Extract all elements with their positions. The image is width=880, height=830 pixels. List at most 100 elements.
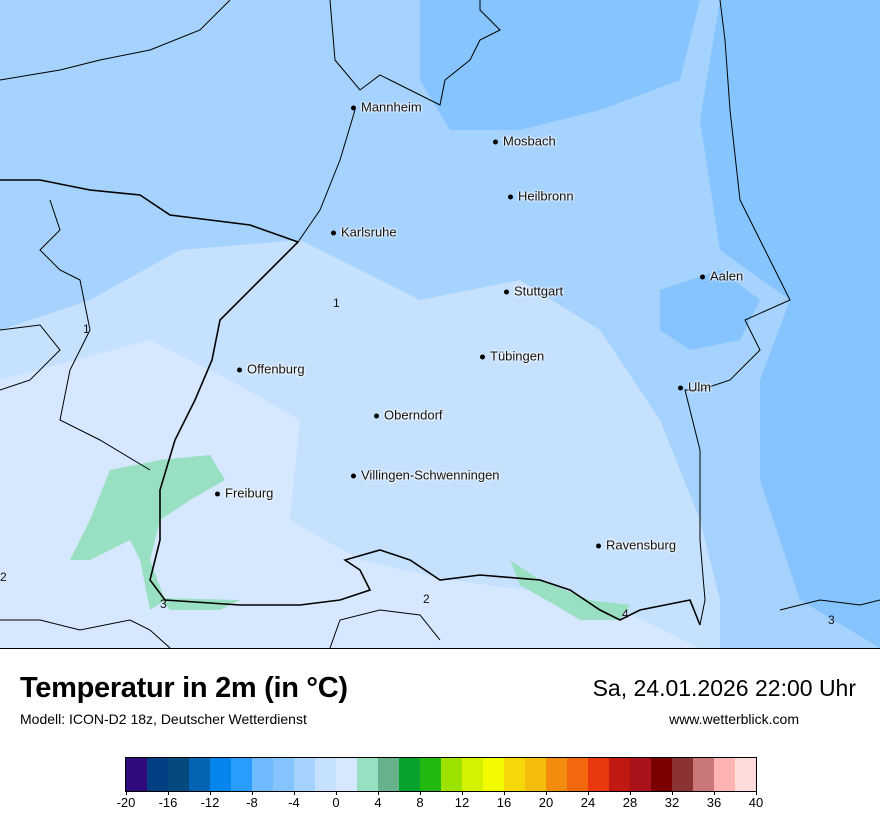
- city-dot-icon: [493, 139, 498, 145]
- city-dot-icon: [480, 354, 485, 360]
- border: [39, 199, 151, 471]
- city-ulm: Ulm: [678, 380, 711, 395]
- green-region-rhine: [70, 455, 225, 610]
- city-mannheim: Mannheim: [351, 100, 422, 115]
- colorbar-tick-mark: [126, 791, 127, 795]
- cold-region-east: [700, 0, 880, 648]
- country-border: [0, 179, 701, 626]
- state-border: [297, 109, 356, 243]
- city-label: Stuttgart: [514, 283, 564, 299]
- map-canvas: [0, 0, 880, 648]
- colorbar-bin: [567, 758, 588, 791]
- colorbar-bin: [525, 758, 546, 791]
- colorbar-bin: [399, 758, 420, 791]
- colorbar-tick-label: -8: [246, 795, 258, 810]
- colorbar-tick-mark: [714, 791, 715, 795]
- city-label: Mannheim: [361, 99, 422, 115]
- city-dot-icon: [678, 385, 683, 391]
- colorbar-tick-mark: [630, 791, 631, 795]
- city-dot-icon: [331, 230, 336, 236]
- city-dot-icon: [351, 105, 356, 111]
- city-oberndorf: Oberndorf: [374, 408, 443, 423]
- colorbar-bin: [609, 758, 630, 791]
- colorbar-bin: [651, 758, 672, 791]
- colorbar-bin: [588, 758, 609, 791]
- colorbar-bin: [630, 758, 651, 791]
- colorbar-bin: [441, 758, 462, 791]
- colorbar-tick-label: 32: [664, 795, 680, 810]
- colorbar-tick-mark: [672, 791, 673, 795]
- colorbar-bin: [735, 758, 756, 791]
- colorbar-bin: [714, 758, 735, 791]
- city-label: Heilbronn: [518, 188, 574, 204]
- colorbar-bin: [294, 758, 315, 791]
- cold-region-aalen: [660, 270, 760, 350]
- city-offenburg: Offenburg: [237, 362, 305, 377]
- contour-label: 4: [622, 607, 629, 621]
- city-villingen-schwenningen: Villingen-Schwenningen: [351, 468, 500, 483]
- city-heilbronn: Heilbronn: [508, 189, 574, 204]
- city-label: Tübingen: [490, 348, 545, 364]
- colorbar-tick-mark: [504, 791, 505, 795]
- border: [779, 599, 880, 611]
- city-label: Freiburg: [225, 485, 274, 501]
- colorbar-bin: [420, 758, 441, 791]
- colorbar-tick-label: 16: [496, 795, 512, 810]
- city-aalen: Aalen: [700, 269, 743, 284]
- colorbar-tick-label: -20: [116, 795, 136, 810]
- state-border: [684, 0, 791, 626]
- colorbar-bin: [189, 758, 210, 791]
- colorbar-tick-mark: [420, 791, 421, 795]
- border-lines: [0, 0, 880, 648]
- colorbar-bin: [126, 758, 147, 791]
- colorbar-tick-label: 0: [332, 795, 340, 810]
- border: [0, 324, 61, 391]
- contour-label: 1: [333, 296, 340, 310]
- contour-label: 2: [423, 592, 430, 606]
- colorbar: [125, 757, 757, 792]
- colorbar-tick-label: 40: [748, 795, 764, 810]
- colorbar-tick-mark: [588, 791, 589, 795]
- colorbar-tick-label: 4: [374, 795, 382, 810]
- city-dot-icon: [237, 367, 242, 373]
- city-label: Karlsruhe: [341, 224, 397, 240]
- map-title: Temperatur in 2m (in °C): [20, 672, 348, 704]
- colorbar-bin: [504, 758, 525, 791]
- colorbar-tick-mark: [252, 791, 253, 795]
- colorbar-bin: [252, 758, 273, 791]
- city-dot-icon: [351, 473, 356, 479]
- colorbar-bin: [357, 758, 378, 791]
- colorbar-bin: [273, 758, 294, 791]
- city-dot-icon: [374, 413, 379, 419]
- city-stuttgart: Stuttgart: [504, 284, 563, 299]
- city-label: Aalen: [710, 268, 744, 284]
- city-dot-icon: [700, 274, 705, 280]
- colorbar-bin: [462, 758, 483, 791]
- colorbar-bin: [231, 758, 252, 791]
- colorbar-bin: [672, 758, 693, 791]
- cold-region-north: [420, 0, 700, 130]
- colorbar-tick-label: 8: [416, 795, 424, 810]
- colorbar-bin: [336, 758, 357, 791]
- city-mosbach: Mosbach: [493, 134, 556, 149]
- city-dot-icon: [504, 289, 509, 295]
- colorbar-tick-label: 36: [706, 795, 722, 810]
- city-ravensburg: Ravensburg: [596, 538, 676, 553]
- colorbar-bin: [147, 758, 168, 791]
- green-region-lake: [510, 560, 630, 620]
- colorbar-bin: [693, 758, 714, 791]
- colorbar-tick-label: -16: [158, 795, 178, 810]
- contour-label: 3: [160, 597, 167, 611]
- colorbar-tick-label: 24: [580, 795, 596, 810]
- contour-label: 1: [83, 322, 90, 336]
- colorbar-bin: [168, 758, 189, 791]
- colorbar-tick-mark: [756, 791, 757, 795]
- colorbar-bin: [315, 758, 336, 791]
- colorbar-tick-label: -12: [200, 795, 220, 810]
- city-dot-icon: [596, 543, 601, 549]
- border: [0, 0, 231, 81]
- website-link[interactable]: www.wetterblick.com: [669, 711, 799, 727]
- city-dot-icon: [215, 491, 220, 497]
- colorbar-tick-mark: [462, 791, 463, 795]
- colorbar-tick-mark: [294, 791, 295, 795]
